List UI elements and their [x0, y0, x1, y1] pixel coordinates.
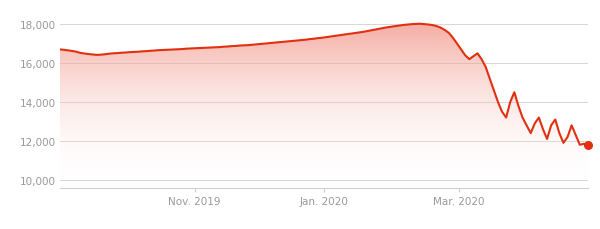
Point	[583, 143, 593, 147]
